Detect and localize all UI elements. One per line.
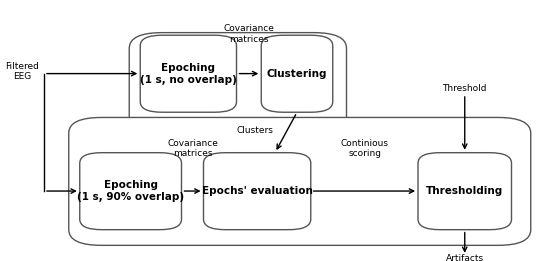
FancyBboxPatch shape: [129, 33, 346, 231]
Text: Filtered
EEG: Filtered EEG: [5, 62, 39, 81]
Text: Epochs' evaluation: Epochs' evaluation: [202, 186, 312, 196]
Text: Epoching
(1 s, no overlap): Epoching (1 s, no overlap): [140, 63, 237, 85]
Text: Threshold: Threshold: [443, 84, 487, 93]
FancyBboxPatch shape: [204, 153, 311, 230]
FancyBboxPatch shape: [261, 35, 333, 112]
Text: Epoching
(1 s, 90% overlap): Epoching (1 s, 90% overlap): [77, 180, 184, 202]
Text: Continious
scoring: Continious scoring: [340, 139, 389, 158]
Text: Clusters: Clusters: [236, 126, 273, 135]
Text: Covariance
matrices: Covariance matrices: [167, 139, 218, 158]
Text: Covariance
matrices: Covariance matrices: [224, 24, 274, 44]
Text: Thresholding: Thresholding: [426, 186, 503, 196]
FancyBboxPatch shape: [418, 153, 512, 230]
Text: Clustering: Clustering: [267, 69, 327, 79]
FancyBboxPatch shape: [140, 35, 236, 112]
FancyBboxPatch shape: [80, 153, 182, 230]
Text: Artifacts: Artifacts: [446, 254, 484, 261]
FancyBboxPatch shape: [69, 117, 531, 245]
